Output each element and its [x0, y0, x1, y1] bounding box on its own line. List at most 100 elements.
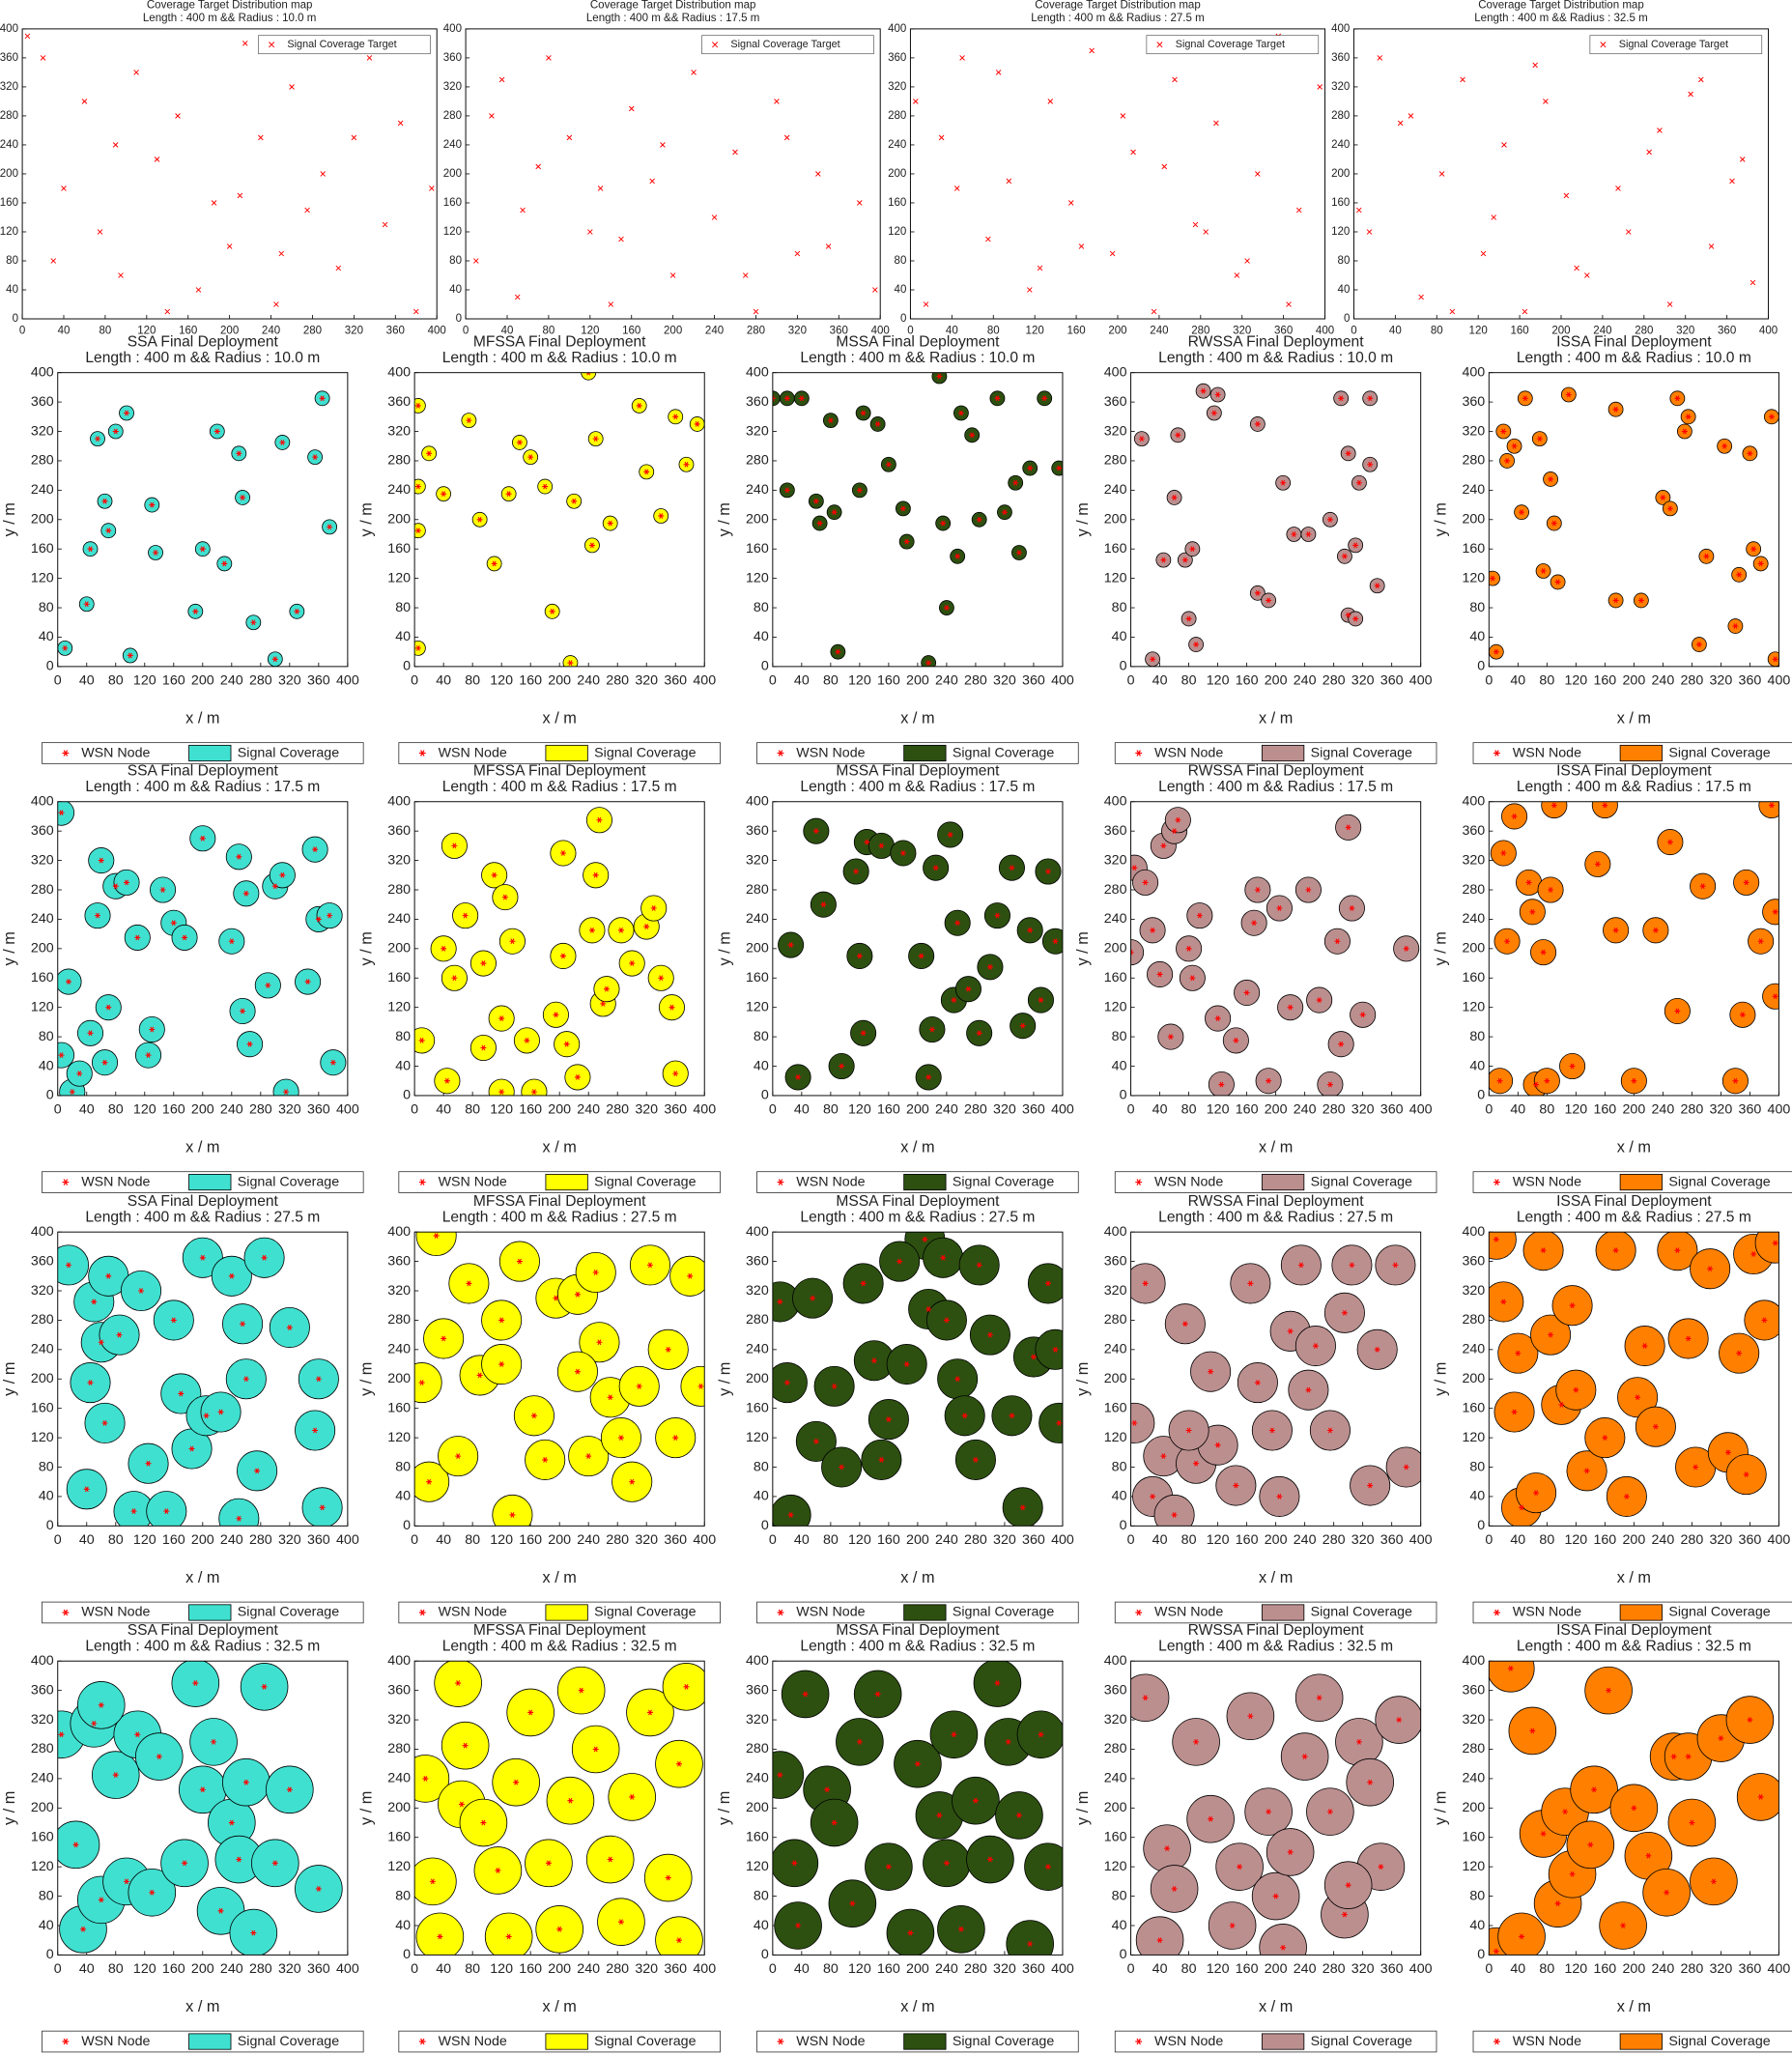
- wsn-node: [994, 912, 1001, 919]
- wsn-node: [98, 1701, 104, 1708]
- x-tick-label: 160: [622, 325, 640, 336]
- chart-subtitle: Length : 400 m && Radius : 17.5 m: [85, 779, 320, 795]
- wsn-node: [451, 842, 458, 849]
- x-tick-label: 120: [490, 1532, 513, 1548]
- wsn-node: [596, 1339, 603, 1346]
- wsn-node: [1403, 1464, 1409, 1471]
- coverage-circle: [921, 655, 937, 667]
- y-tick-label: 280: [387, 1312, 411, 1328]
- x-tick-label: 320: [278, 1102, 301, 1118]
- chart-subtitle: Length : 400 m && Radius : 32.5 m: [800, 1638, 1035, 1654]
- x-tick-label: 360: [1739, 1961, 1762, 1977]
- wsn-node: [957, 1926, 964, 1932]
- wsn-node: [658, 513, 665, 519]
- wsn-node: [629, 1478, 636, 1485]
- wsn-node: [1594, 861, 1601, 868]
- y-tick-label: 360: [746, 1253, 769, 1269]
- target-point: [489, 113, 495, 119]
- target-point: [1244, 258, 1250, 264]
- y-tick-label: 160: [1104, 541, 1127, 557]
- wsn-node: [1266, 1809, 1272, 1814]
- y-tick-label: 280: [31, 1312, 54, 1328]
- wsn-node: [683, 461, 690, 468]
- y-tick-label: 120: [888, 226, 906, 238]
- wsn-node: [1515, 1350, 1522, 1356]
- x-tick-label: 240: [1294, 1961, 1317, 1977]
- wsn-node: [1052, 1346, 1059, 1353]
- wsn-node: [874, 421, 881, 427]
- target-point: [1449, 308, 1456, 315]
- x-tick-label: 0: [54, 1532, 62, 1548]
- y-tick-label: 80: [1338, 255, 1351, 267]
- wsn-node: [1550, 802, 1557, 809]
- wsn-node: [831, 509, 838, 516]
- wsn-node: [578, 1687, 584, 1694]
- wsn-node: [772, 395, 776, 402]
- wsn-node: [451, 975, 458, 982]
- wsn-node: [495, 1868, 501, 1873]
- y-axis-label: y / m: [1433, 502, 1450, 536]
- wsn-node: [1131, 1420, 1138, 1426]
- x-tick-label: 200: [1265, 1532, 1288, 1548]
- plot-frame: [57, 372, 349, 668]
- x-tick-label: 320: [1710, 1532, 1733, 1548]
- x-tick-label: 160: [1593, 1102, 1616, 1118]
- target-point: [995, 70, 1002, 75]
- wsn-node: [426, 450, 433, 457]
- wsn-node: [98, 1339, 104, 1346]
- plot-frame: [772, 801, 1064, 1097]
- wsn-node: [1280, 479, 1287, 486]
- legend-label: Signal Coverage: [594, 1174, 696, 1189]
- legend-label: Signal Coverage: [1311, 1605, 1412, 1620]
- wsn-node: [112, 1772, 119, 1778]
- legend-label: WSN Node: [439, 1174, 507, 1189]
- x-tick-label: 360: [830, 325, 848, 336]
- y-tick-label: 320: [1104, 1712, 1127, 1728]
- x-tick-label: 160: [162, 1102, 185, 1118]
- y-tick-label: 160: [1462, 541, 1485, 557]
- x-tick-label: 200: [1622, 1532, 1645, 1548]
- wsn-node: [527, 454, 534, 461]
- wsn-node: [795, 1074, 802, 1080]
- y-tick-label: 400: [1104, 364, 1127, 380]
- target-point: [1234, 272, 1240, 278]
- y-tick-label: 120: [1104, 999, 1127, 1014]
- wsn-node: [629, 960, 636, 966]
- x-tick-label: 120: [848, 673, 871, 689]
- coverage-circle: [1006, 1920, 1054, 1956]
- y-tick-label: 320: [746, 852, 769, 868]
- wsn-node: [1569, 1063, 1576, 1070]
- wsn-node: [947, 832, 953, 838]
- y-tick-label: 240: [31, 482, 54, 498]
- legend-swatch: [903, 1604, 947, 1621]
- x-tick-label: 400: [693, 1102, 716, 1118]
- target-point: [1688, 91, 1693, 98]
- wsn-node: [783, 487, 790, 494]
- wsn-node: [1316, 1695, 1323, 1701]
- wsn-node: [414, 403, 421, 409]
- wsn-node: [414, 483, 421, 490]
- plot-area: [1353, 28, 1769, 320]
- wsn-node: [1612, 927, 1619, 933]
- wsn-node: [812, 828, 819, 835]
- y-axis-label: y / m: [1074, 1791, 1092, 1825]
- wsn-node: [178, 1390, 185, 1397]
- y-axis-label: y / m: [1, 502, 18, 536]
- wsn-node: [80, 1926, 86, 1932]
- chart-title: MFSSA Final Deployment: [473, 763, 646, 780]
- x-tick-label: 0: [411, 1961, 418, 1977]
- wsn-node: [312, 846, 319, 853]
- x-tick-label: 360: [664, 673, 687, 689]
- target-point: [1563, 192, 1570, 199]
- target-point: [1491, 214, 1497, 220]
- target-point: [1501, 142, 1507, 148]
- x-tick-label: 40: [79, 1532, 95, 1548]
- wsn-node: [130, 1508, 137, 1515]
- wsn-node: [1569, 1870, 1576, 1877]
- wsn-node: [1681, 428, 1688, 435]
- x-tick-label: 0: [769, 1102, 777, 1118]
- target-point: [61, 186, 67, 191]
- x-tick-label: 320: [635, 1532, 658, 1548]
- wsn-node: [480, 1044, 487, 1051]
